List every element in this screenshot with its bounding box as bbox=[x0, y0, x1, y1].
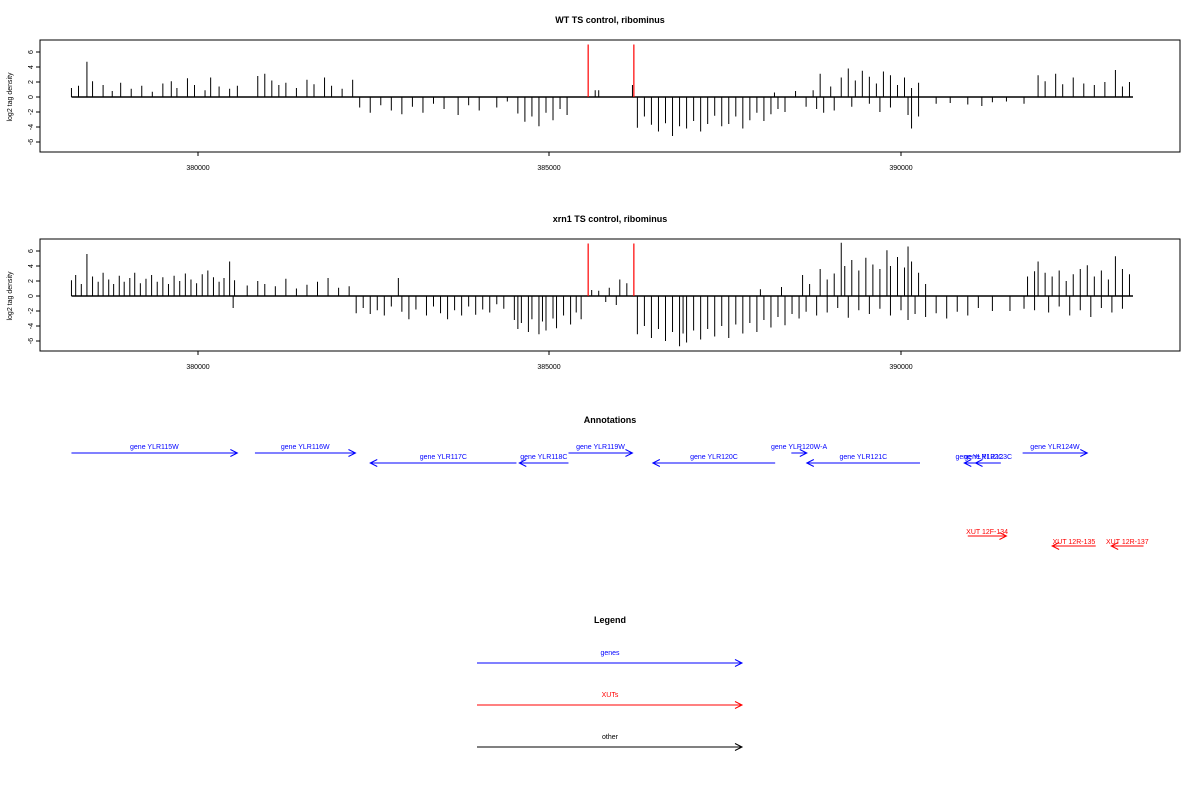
wt-y-tick-label: -2 bbox=[28, 109, 35, 115]
gene-label: gene YLR116W bbox=[281, 444, 330, 451]
gene-arrow bbox=[568, 449, 634, 457]
gene-arrow-head bbox=[625, 449, 634, 457]
gene-label: gene YLR120W-A bbox=[771, 444, 827, 451]
xrn1-y-axis-label: log2 tag density bbox=[7, 271, 14, 321]
xut-arrow bbox=[967, 532, 1008, 540]
legend-arrow-genes-head bbox=[734, 659, 744, 667]
annotations-title: Annotations bbox=[584, 415, 637, 425]
wt-y-tick-label: -4 bbox=[28, 124, 35, 130]
xrn1-y-tick-label: 4 bbox=[28, 264, 35, 268]
gene-arrow-head bbox=[518, 459, 527, 467]
xrn1-x-tick-label: 390000 bbox=[889, 364, 912, 371]
xrn1-panel: xrn1 TS control, ribominus log2 tag dens… bbox=[7, 214, 1181, 371]
gene-label: gene YLR124W bbox=[1030, 444, 1080, 451]
wt-plot-frame bbox=[39, 39, 1181, 153]
annotations-track: Annotations gene YLR115W gene YLR116W gene… bbox=[71, 415, 1149, 550]
gene-arrow-head bbox=[805, 459, 815, 467]
gene-arrow-head bbox=[230, 449, 239, 457]
gene-label: gene YLR120C bbox=[690, 454, 738, 461]
xut-arrow-head bbox=[1110, 542, 1119, 550]
xrn1-x-tick-label: 380000 bbox=[186, 364, 209, 371]
gene-arrow bbox=[651, 459, 776, 467]
gene-arrow-head bbox=[1080, 449, 1089, 457]
xut-arrow-head bbox=[1051, 542, 1060, 550]
gene-arrow-head bbox=[799, 449, 808, 457]
legend-arrow-xuts-head bbox=[734, 701, 744, 709]
legend-label: other bbox=[602, 734, 619, 741]
legend-title: Legend bbox=[594, 615, 626, 625]
legend-label: genes bbox=[600, 650, 620, 657]
xrn1-y-tick-label: 6 bbox=[28, 249, 35, 253]
gene-label: gene YLR121C bbox=[840, 454, 888, 461]
gene-arrow bbox=[518, 459, 569, 467]
xrn1-y-tick-label: -6 bbox=[28, 338, 35, 344]
legend: Legend genes XUTs other bbox=[477, 615, 744, 751]
xut-label: XUT 12R-137 bbox=[1106, 539, 1149, 546]
wt-x-tick-label: 390000 bbox=[889, 165, 912, 172]
gene-arrow-head bbox=[651, 459, 661, 467]
xut-arrow-head bbox=[999, 532, 1008, 540]
wt-y-tick-label: -6 bbox=[28, 139, 35, 145]
xut-arrow bbox=[1110, 542, 1144, 550]
wt-x-tick-label: 385000 bbox=[537, 165, 560, 172]
xut-label: XUT 12R-135 bbox=[1053, 539, 1096, 546]
legend-arrow-xuts bbox=[477, 701, 744, 709]
legend-arrow-genes bbox=[477, 659, 744, 667]
wt-y-tick-label: 4 bbox=[28, 65, 35, 69]
gene-label: gene YLR123C bbox=[964, 454, 1012, 461]
gene-arrow-head bbox=[369, 459, 378, 467]
wt-y-tick-label: 0 bbox=[28, 95, 35, 99]
legend-label: XUTs bbox=[602, 692, 619, 699]
gene-label: gene YLR117C bbox=[420, 454, 467, 461]
gene-arrow bbox=[974, 459, 1001, 467]
gene-arrow bbox=[1022, 449, 1089, 457]
wt-y-tick-label: 2 bbox=[28, 80, 35, 84]
wt-y-axis-label: log2 tag density bbox=[7, 72, 14, 122]
xrn1-y-tick-label: -4 bbox=[28, 323, 35, 329]
xrn1-plot-frame bbox=[39, 238, 1181, 352]
xrn1-x-tick-label: 385000 bbox=[537, 364, 560, 371]
xut-arrow bbox=[1051, 542, 1096, 550]
gene-arrow bbox=[805, 459, 920, 467]
gene-arrow bbox=[71, 449, 239, 457]
xut-label: XUT 12F-134 bbox=[966, 529, 1008, 536]
wt-panel-title: WT TS control, ribominus bbox=[555, 15, 665, 25]
wt-panel: WT TS control, ribominus log2 tag densit… bbox=[7, 15, 1181, 172]
gene-label: gene YLR119W bbox=[576, 444, 625, 451]
gene-arrow bbox=[254, 449, 357, 457]
xrn1-panel-title: xrn1 TS control, ribominus bbox=[553, 214, 668, 224]
gene-arrow bbox=[791, 449, 808, 457]
gene-arrow-head bbox=[348, 449, 357, 457]
gene-label: gene YLR115W bbox=[130, 444, 179, 451]
gene-arrow-head bbox=[974, 459, 983, 467]
gene-label: gene YLR122C bbox=[956, 454, 1004, 461]
xrn1-y-tick-label: -2 bbox=[28, 308, 35, 314]
xrn1-y-tick-label: 2 bbox=[28, 279, 35, 283]
wt-x-tick-label: 380000 bbox=[186, 165, 209, 172]
wt-y-tick-label: 6 bbox=[28, 50, 35, 54]
gene-label: gene YLR118C bbox=[520, 454, 567, 461]
gene-arrow-head bbox=[963, 459, 972, 467]
legend-arrow-other-head bbox=[734, 743, 744, 751]
legend-arrow-other bbox=[477, 743, 744, 751]
xrn1-y-tick-label: 0 bbox=[28, 294, 35, 298]
gene-arrow bbox=[369, 459, 517, 467]
